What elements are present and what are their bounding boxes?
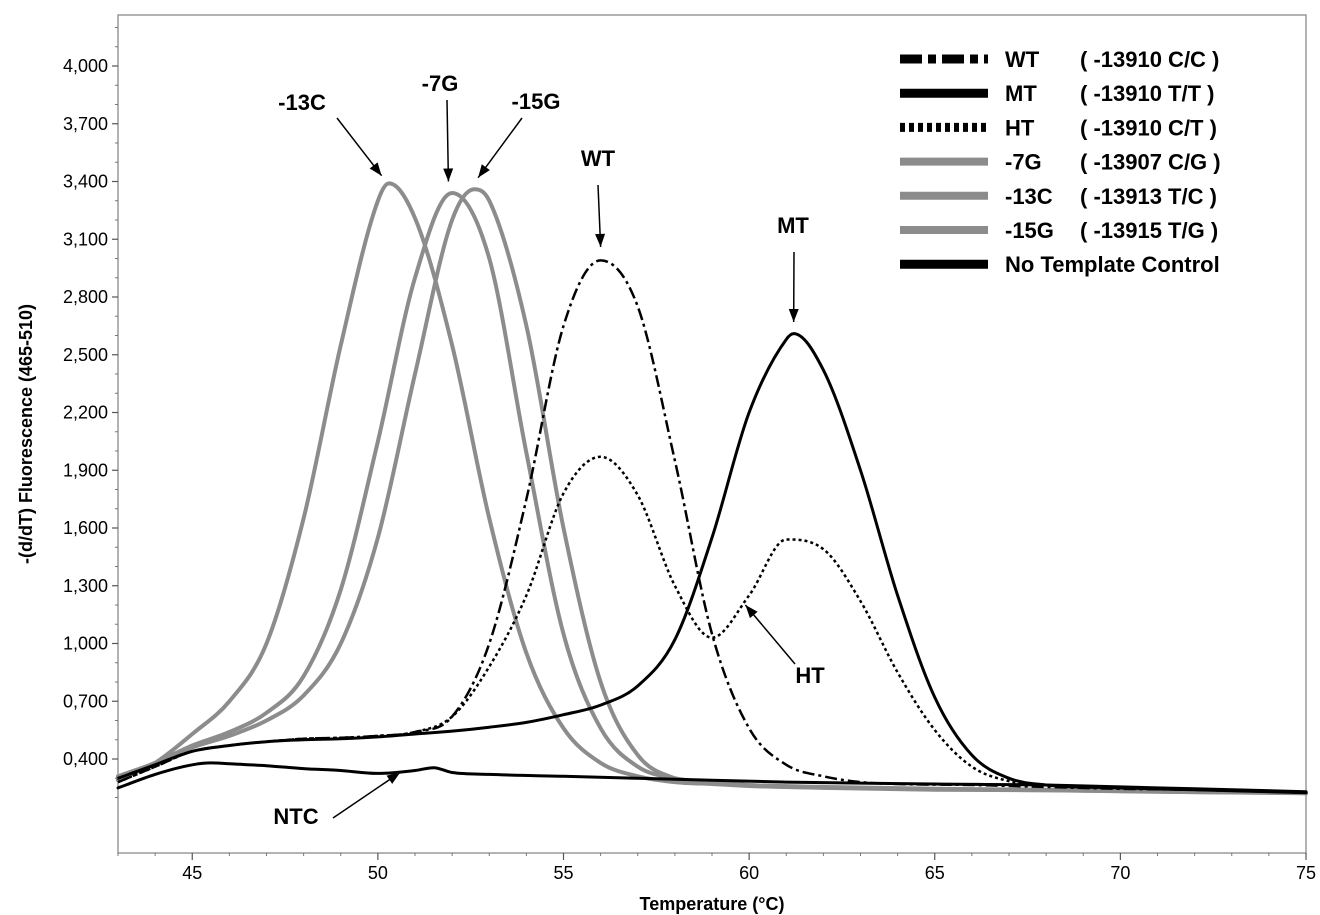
ticks-layer: 45 50 55 60 65 70 75 0,400 0,700 1,000 1,300 1,600 1… (63, 27, 1316, 883)
y-tick-label: 0,700 (63, 691, 108, 711)
annotation-arrowhead-ntc (386, 772, 401, 784)
series-layer (116, 181, 1308, 796)
annotation-label-13c: -13C (278, 90, 326, 115)
annotation-label-ht: HT (795, 663, 825, 688)
legend-detail-7g: ( -13907 C/G ) (1080, 150, 1221, 175)
series-line-no-template-control (116, 761, 1308, 794)
y-axis-title: -(d/dT) Fluorescence (465-510) (16, 304, 36, 564)
y-tick-label: 3,400 (63, 172, 108, 192)
y-tick-label: 3,700 (63, 114, 108, 134)
annotation-arrow-7g (446, 99, 450, 182)
legend-label-wt: WT (1005, 47, 1040, 72)
y-tick-label: 2,200 (63, 403, 108, 423)
legend-label-7g: -7G (1005, 150, 1042, 175)
y-tick-label: 0,400 (63, 749, 108, 769)
annotation-label-7g: -7G (422, 71, 459, 96)
annotation-arrowhead-wt (595, 233, 606, 247)
legend: WT ( -13910 C/C ) MT ( -13910 T/T ) HT ( -139… (900, 47, 1221, 277)
y-tick-label: 1,900 (63, 460, 108, 480)
legend-label-mt: MT (1005, 81, 1037, 106)
legend-label-ht: HT (1005, 115, 1035, 140)
x-tick-label: 55 (553, 863, 573, 883)
series-line-ht (117, 455, 1307, 794)
legend-label-13c: -13C (1005, 184, 1053, 209)
y-tick-label: 1,000 (63, 634, 108, 654)
legend-detail-15g: ( -13915 T/G ) (1080, 218, 1218, 243)
legend-detail-ht: ( -13910 C/T ) (1080, 115, 1217, 140)
annotation-arrowhead-13c (369, 162, 382, 176)
y-tick-label: 3,100 (63, 229, 108, 249)
x-tick-label: 75 (1296, 863, 1316, 883)
y-tick-label: 2,800 (63, 287, 108, 307)
x-tick-label: 50 (368, 863, 388, 883)
x-tick-label: 45 (182, 863, 202, 883)
legend-detail-13c: ( -13913 T/C ) (1080, 184, 1217, 209)
y-tick-label: 1,600 (63, 518, 108, 538)
y-tick-label: 2,500 (63, 345, 108, 365)
annotation-label-15g: -15G (512, 89, 561, 114)
x-axis-title: Temperature (°C) (640, 894, 785, 914)
annotation-arrowhead-7g (443, 168, 454, 182)
x-tick-label: 60 (739, 863, 759, 883)
annotation-arrow-ntc (332, 771, 401, 819)
annotation-label-mt: MT (777, 213, 809, 238)
annotation-label-ntc: NTC (273, 804, 318, 829)
y-tick-label: 4,000 (63, 56, 108, 76)
series-line-15g (116, 187, 1308, 796)
plot-frame (117, 14, 1307, 854)
y-tick-label: 1,300 (63, 576, 108, 596)
legend-label-no-template-control: No Template Control (1005, 252, 1220, 277)
annotation-arrowhead-mt (788, 309, 799, 323)
legend-detail-mt: ( -13910 T/T ) (1080, 81, 1214, 106)
x-tick-label: 70 (1110, 863, 1130, 883)
annotation-label-wt: WT (581, 146, 616, 171)
annotation-arrowhead-15g (478, 164, 490, 178)
legend-label-15g: -15G (1005, 218, 1054, 243)
x-tick-label: 65 (925, 863, 945, 883)
annotation-layer: -13C -7G -15G WT MT HT NTC (273, 71, 825, 829)
legend-detail-wt: ( -13910 C/C ) (1080, 47, 1219, 72)
annotation-arrowhead-ht (745, 605, 758, 619)
